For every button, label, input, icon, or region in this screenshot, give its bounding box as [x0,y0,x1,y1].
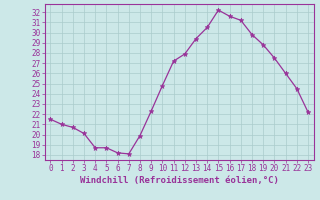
X-axis label: Windchill (Refroidissement éolien,°C): Windchill (Refroidissement éolien,°C) [80,176,279,185]
